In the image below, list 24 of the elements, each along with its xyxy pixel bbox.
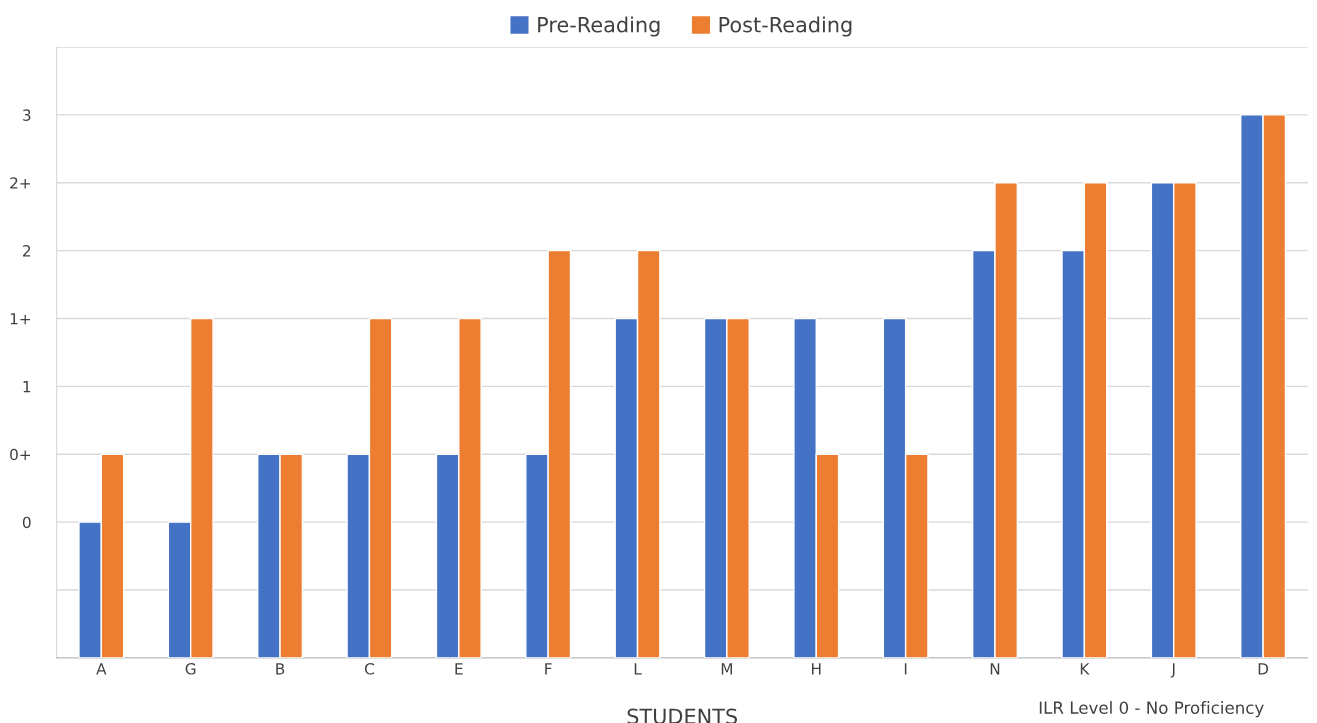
text: ILR Level 0 - No Proficiency xyxy=(1039,701,1264,718)
x-tick-label: H xyxy=(812,663,821,675)
y-tick-label: 1 xyxy=(23,381,31,393)
y-tick-label: 0 xyxy=(22,516,31,529)
y-tick-label: 1+ xyxy=(10,313,31,325)
x-tick-label: J xyxy=(1170,663,1175,678)
x-tick-label: A xyxy=(96,663,107,675)
x-tick-label: M xyxy=(721,663,732,675)
x-tick-label: G xyxy=(185,663,196,675)
x-tick-label: K xyxy=(1080,663,1090,675)
legend-label: Pre-Reading xyxy=(538,16,660,37)
x-tick-label: L xyxy=(634,663,642,675)
x-tick-label: E xyxy=(455,663,463,675)
y-tick-label: 3 xyxy=(23,109,31,121)
x-tick-label: I xyxy=(904,663,907,675)
y-tick-label: 2+ xyxy=(10,177,31,189)
x-tick-label: F xyxy=(545,663,552,675)
x-tick-label: D xyxy=(1258,663,1269,675)
legend-label: Post-Reading xyxy=(719,16,852,37)
y-tick-label: 2 xyxy=(23,245,31,257)
x-tick-label: B xyxy=(276,663,285,675)
x-tick-label: N xyxy=(990,663,1000,675)
x-tick-label: C xyxy=(364,663,374,675)
y-tick-label: 0+ xyxy=(10,448,31,461)
